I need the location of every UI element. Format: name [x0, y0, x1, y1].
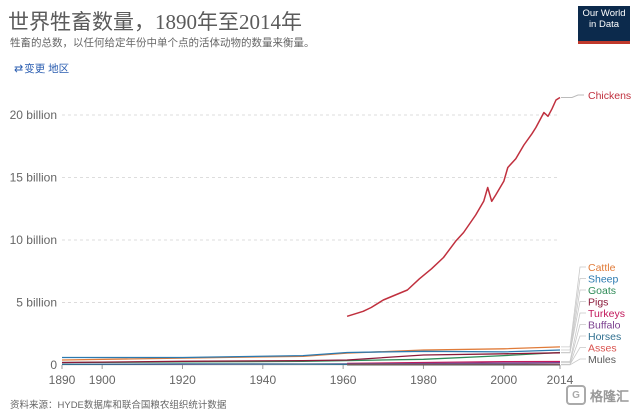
series-label-horses: Horses: [588, 331, 621, 343]
legend-connector: [561, 94, 584, 98]
y-tick-label: 5 billion: [16, 296, 57, 310]
page-title: 世界牲畜数量，1890年至2014年: [8, 10, 302, 34]
owid-logo[interactable]: Our World in Data: [578, 6, 630, 44]
swap-arrows-icon: ⇄: [14, 63, 24, 75]
series-line-turkeys: [347, 360, 561, 365]
series-label-cattle: Cattle: [588, 262, 616, 274]
watermark: G 格隆汇: [566, 382, 636, 408]
x-tick-label: 2000: [490, 373, 517, 387]
series-label-turkeys: Turkeys: [588, 308, 625, 320]
series-line-sheep: [62, 349, 561, 359]
y-tick-label: 10 billion: [10, 233, 57, 247]
y-tick-label: 15 billion: [10, 171, 57, 185]
x-tick-label: 2014: [547, 373, 574, 387]
legend-connector: [561, 278, 586, 351]
legend-connector: [561, 301, 586, 354]
x-tick-label: 1940: [249, 373, 276, 387]
series-label-chickens: Chickens: [588, 90, 631, 102]
series-label-pigs: Pigs: [588, 297, 608, 309]
watermark-logo-icon: G: [566, 385, 586, 405]
watermark-text: 格隆汇: [590, 388, 630, 404]
logo-line-1: Our World: [582, 8, 626, 19]
x-tick-label: 1890: [49, 373, 76, 387]
legend-connector: [561, 347, 586, 365]
change-region-label: 变更 地区: [24, 63, 70, 75]
x-tick-label: 1900: [89, 373, 116, 387]
series-label-asses: Asses: [588, 343, 617, 355]
x-tick-label: 1980: [410, 373, 437, 387]
series-line-chickens: [346, 96, 561, 318]
series-label-mules: Mules: [588, 354, 616, 366]
source-note: 资料来源：HYDE数据库和联合国粮农组织统计数据: [10, 400, 227, 411]
y-tick-label: 20 billion: [10, 108, 57, 122]
legend-connector: [561, 266, 586, 348]
series-line-pigs: [61, 352, 561, 364]
series-label-sheep: Sheep: [588, 274, 619, 286]
change-region-button[interactable]: ⇄变更 地区: [14, 61, 69, 76]
series-label-buffalo: Buffalo: [588, 320, 621, 332]
x-tick-label: 1960: [330, 373, 357, 387]
legend-connector: [561, 358, 586, 366]
legend-connector: [561, 324, 586, 364]
logo-line-2: in Data: [588, 19, 620, 30]
page-subtitle: 牲畜的总数，以任何给定年份中单个点的活体动物的数量来衡量。: [10, 37, 315, 49]
y-tick-label: 0: [50, 358, 57, 372]
legend-connector: [561, 312, 586, 362]
x-tick-label: 1920: [169, 373, 196, 387]
series-label-goats: Goats: [588, 285, 616, 297]
